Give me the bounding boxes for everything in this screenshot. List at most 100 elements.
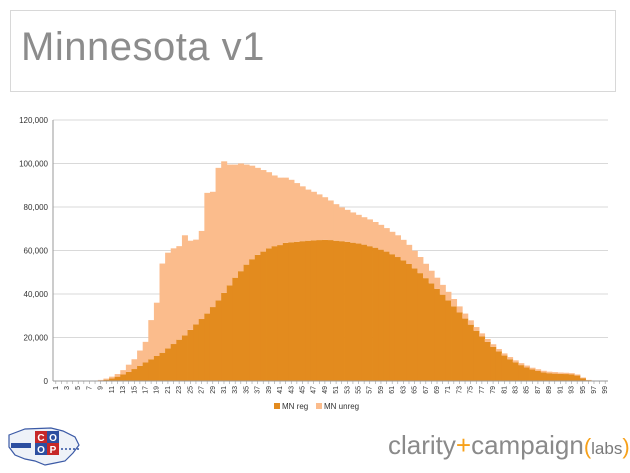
legend-label-mn-reg: MN reg: [282, 402, 308, 411]
bar-mn-unreg: [204, 192, 211, 314]
bar-mn-reg: [215, 300, 222, 381]
x-tick-label: 67: [423, 386, 430, 394]
bar-mn-unreg: [439, 284, 446, 295]
bar-mn-unreg: [232, 164, 239, 278]
x-tick-label: 51: [333, 386, 340, 394]
bar-mn-unreg: [518, 363, 525, 366]
x-tick-label: 57: [367, 386, 374, 394]
bar-mn-reg: [153, 355, 160, 381]
x-tick-label: 39: [266, 386, 273, 394]
bar-mn-reg: [271, 246, 278, 381]
bar-mn-reg: [137, 365, 144, 381]
bar-mn-reg: [394, 257, 401, 381]
bar-mn-unreg: [159, 263, 166, 353]
legend-label-mn-unreg: MN unreg: [324, 402, 359, 411]
bar-mn-reg: [423, 278, 430, 381]
bar-mn-unreg: [282, 177, 289, 243]
bar-mn-unreg: [266, 172, 273, 249]
bar-mn-unreg: [451, 299, 458, 307]
bar-mn-unreg: [125, 364, 132, 372]
bar-mn-reg: [434, 288, 441, 381]
legend-swatch-mn-unreg: [316, 403, 322, 409]
clarity-campaign-labs-logo: clarity+campaign(labs): [388, 430, 630, 461]
bar-mn-reg: [305, 240, 312, 381]
x-tick-label: 77: [479, 386, 486, 394]
bar-mn-reg: [198, 319, 205, 381]
bar-mn-reg: [350, 242, 357, 381]
bar-mn-reg: [523, 367, 530, 381]
bar-mn-unreg: [523, 365, 530, 368]
bar-mn-unreg: [176, 246, 183, 340]
bar-mn-reg: [383, 251, 390, 381]
x-tick-label: 85: [524, 386, 531, 394]
y-tick-label: 120,000: [19, 116, 48, 125]
bar-mn-unreg: [479, 333, 486, 337]
coop-letter-c: C: [37, 433, 44, 444]
x-tick-label: 53: [344, 386, 351, 394]
bar-mn-reg: [512, 362, 519, 381]
bar-mn-reg: [540, 372, 547, 381]
bar-mn-unreg: [193, 239, 200, 325]
bar-mn-reg: [243, 264, 250, 381]
coop-letter-p: P: [50, 445, 57, 456]
x-tick-label: 83: [513, 386, 520, 394]
bar-mn-reg: [277, 245, 284, 381]
bar-mn-unreg: [165, 252, 172, 349]
y-tick-label: 100,000: [19, 160, 48, 169]
bar-mn-unreg: [238, 163, 245, 272]
bar-mn-reg: [507, 359, 514, 381]
bar-mn-unreg: [366, 219, 373, 247]
x-tick-label: 81: [501, 386, 508, 394]
bar-mn-unreg: [103, 378, 110, 380]
bar-mn-unreg: [501, 353, 508, 356]
brand-clarity: clarity: [388, 430, 456, 460]
bar-mn-unreg: [181, 235, 188, 336]
bar-mn-reg: [327, 240, 334, 381]
x-tick-label: 75: [468, 386, 475, 394]
bar-mn-reg: [551, 373, 558, 381]
bar-mn-unreg: [333, 204, 340, 241]
bar-mn-unreg: [574, 374, 581, 376]
bar-mn-unreg: [316, 194, 323, 241]
bar-mn-reg: [361, 244, 368, 381]
bar-mn-reg: [574, 375, 581, 381]
bar-mn-unreg: [378, 224, 385, 250]
bar-mn-reg: [501, 355, 508, 381]
bar-mn-unreg: [535, 369, 542, 371]
bar-mn-unreg: [310, 191, 317, 241]
bar-mn-reg: [310, 240, 317, 381]
bar-mn-reg: [204, 313, 211, 381]
bar-mn-reg: [579, 378, 586, 381]
bar-mn-unreg: [288, 179, 295, 243]
x-tick-label: 15: [131, 386, 138, 394]
x-tick-label: 19: [154, 386, 161, 394]
bar-mn-reg: [103, 379, 110, 381]
bar-mn-unreg: [372, 222, 379, 248]
bar-mn-unreg: [294, 183, 301, 242]
bar-mn-unreg: [400, 239, 407, 261]
x-tick-label: 25: [187, 386, 194, 394]
coop-letter-o2: O: [37, 445, 45, 456]
x-tick-label: 79: [490, 386, 497, 394]
bar-mn-unreg: [120, 370, 127, 375]
bar-mn-unreg: [557, 372, 564, 374]
x-tick-label: 47: [311, 386, 318, 394]
bar-mn-reg: [125, 371, 132, 381]
x-tick-label: 73: [456, 386, 463, 394]
bar-mn-reg: [254, 254, 261, 381]
bar-mn-reg: [260, 251, 267, 381]
bar-mn-reg: [490, 346, 497, 381]
bar-mn-unreg: [445, 291, 452, 301]
bar-mn-unreg: [299, 186, 306, 242]
bar-mn-reg: [221, 292, 228, 381]
bar-mn-reg: [209, 307, 216, 381]
title-box: Minnesota v1: [10, 10, 616, 92]
bar-mn-unreg: [350, 212, 357, 243]
bar-mn-unreg: [305, 189, 312, 241]
legend-swatch-mn-reg: [274, 403, 280, 409]
bar-mn-reg: [411, 268, 418, 381]
bar-mn-unreg: [579, 377, 586, 379]
bar-mn-reg: [529, 369, 536, 381]
bar-mn-unreg: [243, 164, 250, 265]
bar-mn-reg: [344, 241, 351, 381]
